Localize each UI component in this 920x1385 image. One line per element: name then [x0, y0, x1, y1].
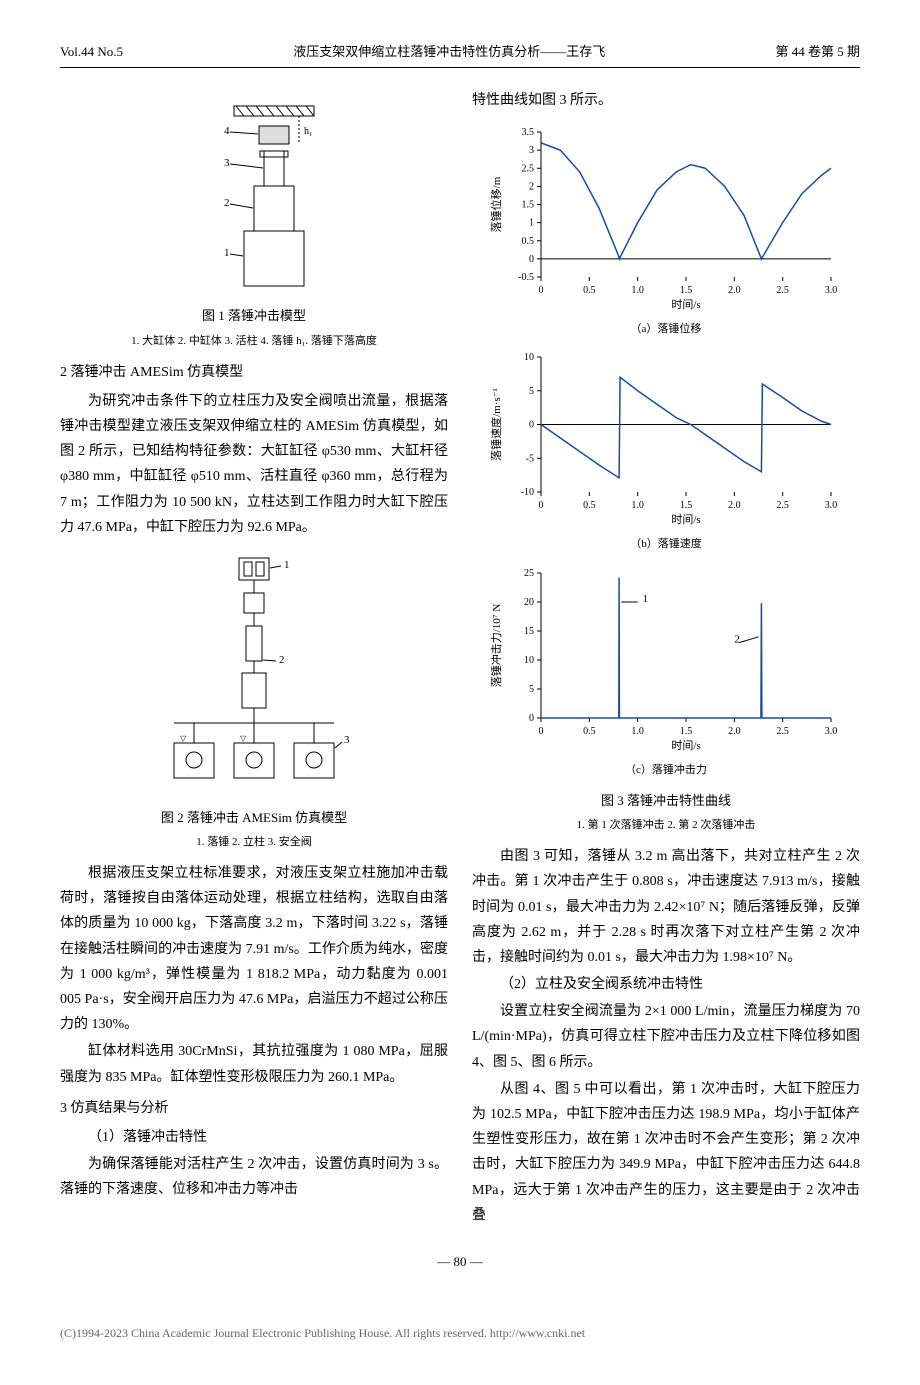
svg-text:3.0: 3.0	[825, 285, 838, 296]
svg-text:0: 0	[539, 285, 544, 296]
svg-text:0: 0	[539, 726, 544, 737]
fig2-caption: 图 2 落锤冲击 AMESim 仿真模型	[60, 806, 448, 829]
chart-b: 0 0.5 1.0 1.5 2.0 2.5 3.0 -10 -5 0 5 10 时间/s 落锤速度/m·s…	[486, 347, 846, 527]
svg-text:3: 3	[529, 145, 534, 156]
svg-text:2.5: 2.5	[776, 285, 789, 296]
svg-text:0.5: 0.5	[522, 235, 535, 246]
svg-text:4: 4	[224, 125, 230, 137]
right-p3: 从图 4、图 5 中可以看出，第 1 次冲击时，大缸下腔压力为 102.5 MP…	[472, 1077, 860, 1228]
svg-text:3.0: 3.0	[825, 500, 838, 511]
svg-text:1: 1	[284, 559, 290, 571]
section2-p1: 为研究冲击条件下的立柱压力及安全阀喷出流量，根据落锤冲击模型建立液压支架双伸缩立…	[60, 389, 448, 540]
chart-b-title: （b）落锤速度	[472, 535, 860, 555]
svg-text:0.5: 0.5	[583, 285, 596, 296]
right-top: 特性曲线如图 3 所示。	[472, 88, 860, 113]
svg-text:2: 2	[224, 197, 230, 209]
svg-text:1: 1	[643, 593, 649, 605]
section2-title: 2 落锤冲击 AMESim 仿真模型	[60, 360, 448, 385]
fig2-subcaption: 1. 落锤 2. 立柱 3. 安全阀	[60, 833, 448, 853]
chart-a-title: （a）落锤位移	[472, 320, 860, 340]
left-p3: 缸体材料选用 30CrMnSi，其抗拉强度为 1 080 MPa，屈服强度为 8…	[60, 1039, 448, 1089]
fig1-diagram: h₁ 4 3 2 1	[154, 96, 354, 296]
svg-text:1: 1	[529, 217, 534, 228]
copyright: (C)1994-2023 China Academic Journal Elec…	[60, 1313, 860, 1345]
left-p2: 根据液压支架立柱标准要求，对液压支架立柱施加冲击载荷时，落锤按自由落体运动处理，…	[60, 861, 448, 1037]
svg-text:5: 5	[529, 386, 534, 397]
svg-text:10: 10	[524, 352, 534, 363]
svg-text:20: 20	[524, 597, 534, 608]
svg-text:1.0: 1.0	[631, 500, 644, 511]
svg-text:0: 0	[539, 500, 544, 511]
svg-text:▽: ▽	[240, 734, 247, 743]
svg-text:▽: ▽	[180, 734, 187, 743]
chart-c: 0 0.5 1.0 1.5 2.0 2.5 3.0 0 5 10 15 20 25 时间/s 落锤冲击力/1…	[486, 563, 846, 753]
svg-text:15: 15	[524, 626, 534, 637]
svg-text:-5: -5	[526, 454, 534, 465]
svg-text:2: 2	[529, 181, 534, 192]
svg-text:时间/s: 时间/s	[671, 739, 700, 752]
svg-text:2.5: 2.5	[522, 163, 535, 174]
svg-text:0: 0	[529, 420, 534, 431]
page-header: Vol.44 No.5 液压支架双伸缩立柱落锤冲击特性仿真分析——王存飞 第 4…	[60, 40, 860, 68]
svg-text:2.5: 2.5	[776, 726, 789, 737]
svg-text:1: 1	[224, 247, 230, 259]
svg-text:0.5: 0.5	[583, 500, 596, 511]
svg-text:2.0: 2.0	[728, 726, 741, 737]
fig1-subcaption: 1. 大缸体 2. 中缸体 3. 活柱 4. 落锤 h₁. 落锤下落高度	[60, 332, 448, 352]
fig3-subcaption: 1. 第 1 次落锤冲击 2. 第 2 次落锤冲击	[472, 816, 860, 836]
svg-text:10: 10	[524, 655, 534, 666]
svg-text:2: 2	[734, 634, 740, 646]
svg-text:5: 5	[529, 684, 534, 695]
svg-text:时间/s: 时间/s	[671, 298, 700, 311]
right-p1: 由图 3 可知，落锤从 3.2 m 高出落下，共对立柱产生 2 次冲击。第 1 …	[472, 844, 860, 970]
fig2-diagram: ▽ ▽ 1 2 3	[144, 548, 364, 798]
svg-text:2.0: 2.0	[728, 500, 741, 511]
svg-text:1.0: 1.0	[631, 285, 644, 296]
svg-text:1.5: 1.5	[680, 726, 693, 737]
svg-text:0: 0	[529, 253, 534, 264]
header-right: 第 44 卷第 5 期	[775, 40, 860, 63]
section3-title: 3 仿真结果与分析	[60, 1096, 448, 1121]
left-column: h₁ 4 3 2 1 图 1 落锤冲击模型 1. 大缸体 2. 中缸体 3. 活…	[60, 88, 448, 1230]
page-number: — 80 —	[60, 1250, 860, 1273]
svg-text:落锤速度/m·s⁻¹: 落锤速度/m·s⁻¹	[489, 389, 503, 462]
right-p2: 设置立柱安全阀流量为 2×1 000 L/min，流量压力梯度为 70 L/(m…	[472, 999, 860, 1075]
svg-text:-0.5: -0.5	[518, 272, 534, 283]
chart-c-title: （c）落锤冲击力	[472, 761, 860, 781]
header-center: 液压支架双伸缩立柱落锤冲击特性仿真分析——王存飞	[293, 40, 605, 63]
header-left: Vol.44 No.5	[60, 40, 123, 63]
right-sub2: （2）立柱及安全阀系统冲击特性	[472, 972, 860, 997]
right-column: 特性曲线如图 3 所示。 0 0.5 1.0 1.5 2.0 2.5 3.0 -0.5 0 0.5…	[472, 88, 860, 1230]
svg-text:3.5: 3.5	[522, 127, 535, 138]
fig1-caption: 图 1 落锤冲击模型	[60, 304, 448, 327]
svg-text:3.0: 3.0	[825, 726, 838, 737]
svg-text:落锤位移/m: 落锤位移/m	[489, 176, 503, 232]
svg-text:0: 0	[529, 713, 534, 724]
svg-text:2.5: 2.5	[776, 500, 789, 511]
svg-text:1.5: 1.5	[522, 199, 535, 210]
svg-text:2.0: 2.0	[728, 285, 741, 296]
fig3-caption: 图 3 落锤冲击特性曲线	[472, 789, 860, 812]
svg-text:时间/s: 时间/s	[671, 513, 700, 526]
fig1-h-label: h₁	[304, 126, 313, 137]
svg-text:1.5: 1.5	[680, 285, 693, 296]
svg-text:2: 2	[279, 654, 285, 666]
two-column-content: h₁ 4 3 2 1 图 1 落锤冲击模型 1. 大缸体 2. 中缸体 3. 活…	[60, 88, 860, 1230]
svg-text:1.0: 1.0	[631, 726, 644, 737]
svg-text:1.5: 1.5	[680, 500, 693, 511]
svg-text:0.5: 0.5	[583, 726, 596, 737]
section3-sub1: （1）落锤冲击特性	[60, 1125, 448, 1150]
section3-p1: 为确保落锤能对活柱产生 2 次冲击，设置仿真时间为 3 s。落锤的下落速度、位移…	[60, 1152, 448, 1202]
svg-text:落锤冲击力/10⁷ N: 落锤冲击力/10⁷ N	[489, 604, 503, 688]
svg-text:-10: -10	[521, 487, 534, 498]
svg-text:25: 25	[524, 568, 534, 579]
chart-a: 0 0.5 1.0 1.5 2.0 2.5 3.0 -0.5 0 0.5 1 1.5 2 2.5 3 3.5 时…	[486, 122, 846, 312]
svg-text:3: 3	[344, 734, 350, 746]
svg-text:3: 3	[224, 157, 230, 169]
